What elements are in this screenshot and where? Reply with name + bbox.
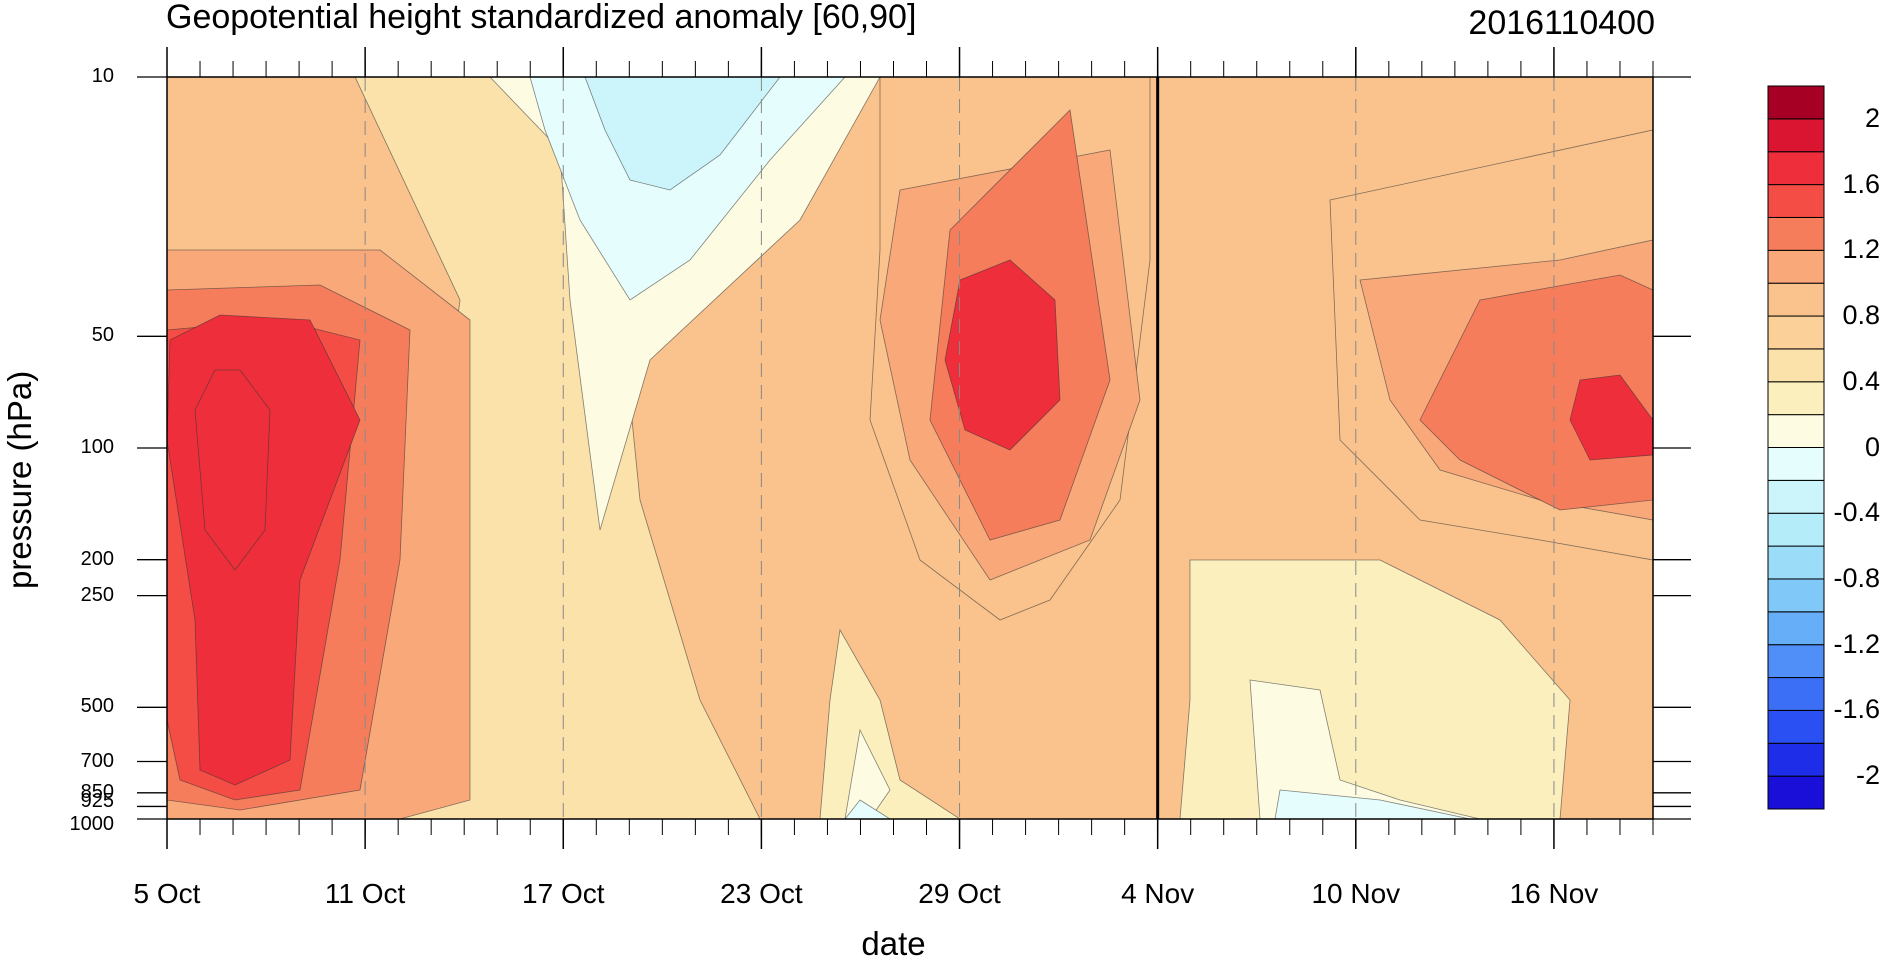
fill-band: [944, 259, 1061, 451]
axis-ticks: [137, 47, 1691, 849]
colorbar-bin: [1767, 151, 1825, 186]
colorbar-bin: [1767, 677, 1825, 711]
chart-date-stamp: 2016110400: [1468, 4, 1655, 42]
x-tick-label: 29 Oct: [918, 878, 1001, 909]
x-tick-label: 23 Oct: [720, 878, 803, 909]
colorbar: [1767, 85, 1825, 810]
colorbar-bin: [1767, 578, 1825, 613]
x-tick-label: 10 Nov: [1311, 878, 1401, 909]
x-axis-label: date: [861, 925, 926, 962]
y-tick-label: 850: [80, 780, 114, 803]
y-tick-label: 500: [80, 695, 114, 718]
x-tick-label: 5 Oct: [133, 878, 201, 909]
y-tick-label: 10: [91, 65, 114, 87]
fill-band: [584, 77, 781, 191]
colorbar-bin: [1767, 512, 1825, 547]
fill-band: [1249, 679, 1481, 819]
colorbar-bin: [1767, 118, 1825, 153]
colorbar-bin: [1767, 611, 1825, 646]
colorbar-label: 1.6: [1842, 168, 1880, 199]
y-tick-label: 50: [91, 324, 114, 347]
colorbar-label: 0: [1864, 431, 1880, 462]
y-tick-label: 250: [80, 583, 114, 606]
colorbar-bin: [1767, 742, 1825, 777]
x-tick-label: 17 Oct: [522, 878, 605, 909]
colorbar-label: 0.4: [1842, 365, 1880, 396]
fill-band: [194, 369, 271, 571]
colorbar-label: 0.8: [1842, 300, 1880, 331]
y-tick-label: 1000: [69, 813, 115, 835]
colorbar-bin: [1767, 381, 1825, 416]
colorbar-bin: [1767, 644, 1825, 679]
fill-band: [844, 799, 891, 819]
colorbar-label: 2: [1864, 102, 1880, 133]
x-tick-label: 4 Nov: [1121, 878, 1195, 909]
x-tick-label: 11 Oct: [324, 878, 406, 909]
x-tick-label: 16 Nov: [1509, 878, 1599, 909]
colorbar-label: 1.2: [1842, 234, 1880, 265]
y-tick-label: 925: [80, 790, 114, 813]
colorbar-label: -0.4: [1833, 497, 1880, 528]
fill-band: [1569, 374, 1653, 461]
y-tick-label: 200: [80, 547, 114, 570]
y-tick-label: 100: [80, 436, 114, 458]
y-tick-label: 700: [80, 749, 114, 772]
colorbar-bin: [1767, 85, 1825, 120]
colorbar-label: -2: [1855, 760, 1880, 791]
colorbar-label: -1.2: [1833, 628, 1880, 659]
colorbar-label: -0.8: [1833, 562, 1880, 593]
fill-band: [844, 728, 891, 819]
colorbar-bin: [1767, 282, 1825, 317]
fill-band: [1274, 789, 1471, 819]
colorbar-bin: [1767, 479, 1825, 514]
colorbar-bin: [1767, 447, 1825, 481]
chart-title: Geopotential height standardized anomaly…: [166, 0, 917, 36]
contour-fills: [167, 77, 1653, 819]
colorbar-bin: [1767, 348, 1825, 383]
colorbar-label: -1.6: [1833, 694, 1880, 725]
colorbar-bin: [1767, 414, 1825, 448]
colorbar-bin: [1767, 709, 1825, 744]
colorbar-bin: [1767, 249, 1825, 284]
